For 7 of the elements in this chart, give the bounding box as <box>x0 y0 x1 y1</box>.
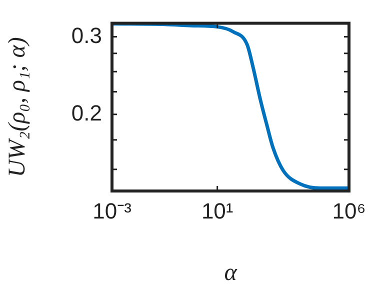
x-tick-label: 10⁻³ <box>92 198 132 224</box>
y-axis-title: UW₂(ρ₀, ρ₁; α) <box>4 37 31 178</box>
x-tick-label: 10⁶ <box>332 198 366 224</box>
y-tick-label: 0.2 <box>71 100 102 126</box>
x-axis-title: α <box>224 260 238 286</box>
y-tick-label: 0.3 <box>71 22 102 48</box>
x-tick-label: 10¹ <box>201 198 234 224</box>
